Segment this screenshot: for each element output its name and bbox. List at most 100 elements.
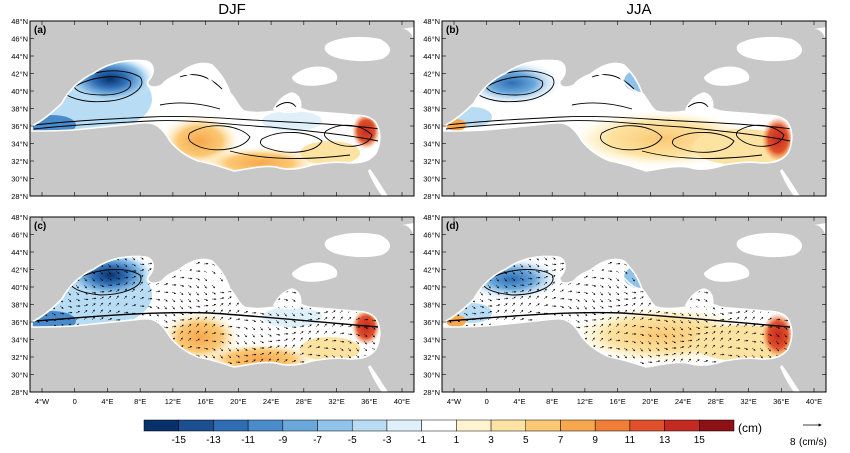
current-vector xyxy=(187,337,192,342)
outside-sea xyxy=(814,27,826,45)
current-vector xyxy=(727,346,733,349)
current-vector xyxy=(647,318,653,321)
current-vector xyxy=(759,354,763,359)
lat-tick-label: 44°N xyxy=(11,52,28,61)
current-vector xyxy=(243,347,248,351)
current-vector xyxy=(171,298,176,303)
current-vector xyxy=(695,338,700,342)
current-vector xyxy=(735,311,741,314)
current-vector xyxy=(251,353,257,356)
current-vector xyxy=(99,309,103,314)
lon-tick-label: 4°W xyxy=(447,397,462,406)
streamline xyxy=(229,150,351,159)
current-vector xyxy=(203,354,208,358)
current-vector xyxy=(307,345,312,349)
current-vector xyxy=(347,316,352,321)
current-vector xyxy=(511,309,515,314)
lon-tick-labels-right: 4°W 0 4°E 8°E 12°E 16°E 20°E 24°E 28°E 32°E 36°E 40… xyxy=(447,397,822,406)
current-vector xyxy=(299,352,304,356)
current-vector xyxy=(503,309,507,314)
current-vector xyxy=(123,270,129,273)
current-vector xyxy=(187,305,192,309)
current-vector xyxy=(543,263,548,267)
current-vector xyxy=(259,352,265,356)
current-vector xyxy=(195,323,199,328)
current-vector xyxy=(599,284,604,288)
current-vector xyxy=(575,298,580,302)
current-vector xyxy=(251,319,257,322)
current-vector xyxy=(347,347,351,352)
current-vector xyxy=(759,316,764,321)
current-vector xyxy=(663,326,668,331)
current-vector xyxy=(703,351,708,356)
current-vector xyxy=(275,351,279,356)
current-vector xyxy=(115,270,120,274)
current-vector xyxy=(655,326,660,330)
current-vector xyxy=(291,351,296,356)
current-vector xyxy=(719,324,724,328)
current-vector xyxy=(719,330,723,335)
lat-tick-label: 34°N xyxy=(423,336,440,345)
outside-sea xyxy=(324,36,391,62)
lat-tick-label: 40°N xyxy=(423,87,440,96)
current-vector xyxy=(511,284,517,287)
outside-sea xyxy=(324,232,391,258)
current-vector xyxy=(639,302,643,307)
current-vector xyxy=(331,310,336,314)
current-vector xyxy=(783,333,787,338)
current-vector xyxy=(323,354,328,358)
current-vector xyxy=(719,345,724,349)
current-vector xyxy=(487,291,492,296)
current-vector xyxy=(615,298,621,301)
current-vector xyxy=(275,319,279,324)
current-vector xyxy=(139,263,145,266)
lon-tick-label: 12°E xyxy=(165,397,181,406)
colorbar-tick-label: 3 xyxy=(488,435,494,446)
current-vector xyxy=(703,344,707,349)
current-vector xyxy=(179,276,185,279)
streamline xyxy=(445,116,792,130)
column-title-djf: DJF xyxy=(218,1,246,18)
current-vector xyxy=(227,317,232,321)
current-vector xyxy=(67,305,73,308)
current-vector xyxy=(195,338,200,342)
colorbar-tick-label: -1 xyxy=(417,435,426,446)
current-vector xyxy=(519,309,524,314)
current-vector xyxy=(99,296,104,300)
current-vector xyxy=(363,340,367,345)
current-vector xyxy=(243,360,249,363)
current-vector xyxy=(599,298,603,303)
current-vector xyxy=(703,312,707,317)
current-vector xyxy=(639,309,643,314)
current-vector xyxy=(283,298,289,301)
current-vector xyxy=(727,323,732,328)
current-vector xyxy=(607,305,613,308)
current-vector xyxy=(299,325,305,328)
current-vector xyxy=(639,354,644,359)
current-vector xyxy=(123,311,129,314)
colorbar-tick-label: -11 xyxy=(241,435,255,446)
current-vector xyxy=(543,296,548,300)
lon-tick-label: 28°E xyxy=(296,397,312,406)
current-vector xyxy=(163,298,168,302)
current-vector xyxy=(727,354,733,357)
current-vector xyxy=(503,284,508,288)
red-sea xyxy=(780,365,800,392)
lon-tick-label: 4°E xyxy=(513,397,525,406)
colorbar-tick-label: 7 xyxy=(558,435,564,446)
streamline xyxy=(641,150,763,159)
current-vector xyxy=(639,325,645,328)
current-vector xyxy=(267,358,271,363)
colorbar-swatch xyxy=(178,419,214,432)
current-vector xyxy=(115,277,121,280)
current-vector xyxy=(299,312,304,316)
current-vector xyxy=(727,338,732,342)
current-vector xyxy=(679,312,684,316)
current-vector xyxy=(543,275,549,279)
current-vector xyxy=(687,333,693,336)
current-vector xyxy=(75,310,81,314)
current-vector xyxy=(503,291,509,294)
current-vector xyxy=(671,326,675,331)
current-vector xyxy=(131,263,136,267)
current-vector xyxy=(583,291,589,295)
